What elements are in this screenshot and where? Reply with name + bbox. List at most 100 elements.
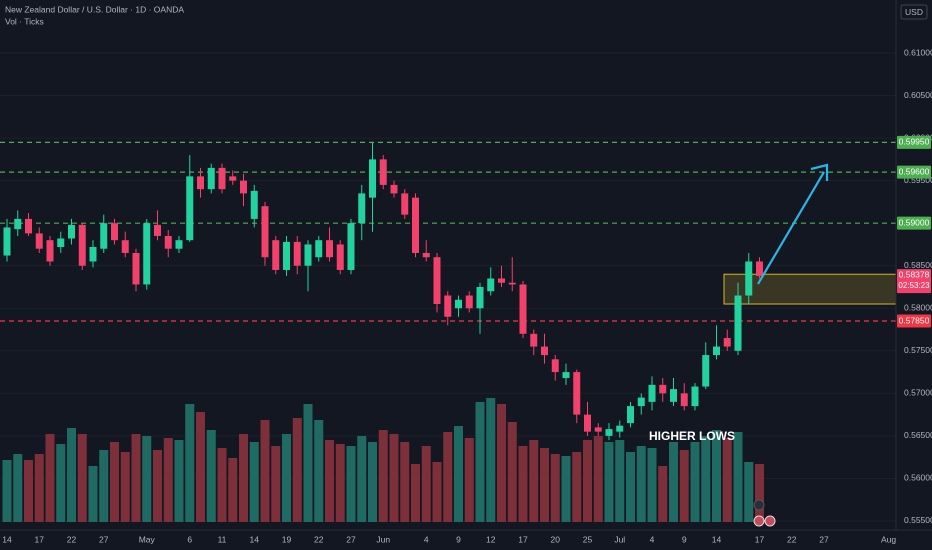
- trend-arrow: [757, 171, 825, 285]
- candle-body: [680, 393, 688, 407]
- candle-body: [422, 252, 430, 258]
- x-tick-label: 14: [2, 534, 12, 544]
- y-tick-label: 0.56000: [904, 473, 932, 483]
- volume-bar: [357, 436, 367, 522]
- candle-body: [702, 355, 710, 387]
- currency-box[interactable]: [900, 4, 928, 20]
- x-tick-label: Jul: [614, 534, 625, 544]
- candle-body: [207, 167, 215, 190]
- axes: 0.610000.605000.600000.595000.585000.580…: [2, 47, 932, 544]
- volume-bar: [583, 440, 592, 522]
- volume-bar: [712, 430, 721, 522]
- volume-bar: [454, 426, 463, 522]
- candle-body: [508, 282, 516, 285]
- volume-bar: [45, 434, 55, 522]
- x-tick-label: 27: [819, 534, 829, 544]
- volume-bar: [529, 440, 539, 522]
- y-tick-label: 0.55500: [904, 515, 932, 525]
- x-tick-label: 6: [187, 534, 192, 544]
- x-tick-label: 22: [67, 534, 77, 544]
- countdown-label: 02:53:23: [898, 281, 930, 290]
- volume-bar: [475, 402, 485, 522]
- candle-body: [326, 240, 333, 258]
- volume-bar: [13, 454, 23, 522]
- volume-bar: [658, 466, 668, 522]
- candle-body: [594, 427, 602, 432]
- x-tick-label: 20: [551, 534, 561, 544]
- x-tick-label: 27: [99, 534, 109, 544]
- volume-bar: [572, 452, 582, 522]
- current-price-label: 0.58378: [899, 269, 930, 279]
- volume-bar: [626, 452, 635, 522]
- candle-body: [35, 233, 43, 249]
- arrow-head: [810, 163, 829, 181]
- volume-bar: [497, 404, 506, 522]
- x-tick-label: 9: [456, 534, 461, 544]
- volume-bar: [679, 450, 689, 522]
- x-tick-label: 22: [314, 534, 324, 544]
- volume-bar: [56, 444, 66, 522]
- volume-bar: [518, 446, 528, 522]
- candle-body: [433, 257, 441, 305]
- x-tick-label: 14: [712, 534, 722, 544]
- candle-body: [659, 384, 667, 394]
- candle-body: [444, 295, 452, 317]
- candle-body: [304, 244, 312, 266]
- candle-body: [498, 278, 505, 283]
- volume-bar: [411, 464, 420, 522]
- volume-bar: [217, 448, 227, 522]
- x-tick-label: 25: [583, 534, 593, 544]
- currency[interactable]: USD: [905, 7, 923, 17]
- candle-body: [756, 261, 763, 276]
- candle-body: [691, 386, 699, 407]
- volume-bar: [325, 440, 334, 522]
- volume-bar: [604, 442, 614, 522]
- volume-bar: [335, 444, 345, 522]
- volume-bar: [669, 442, 678, 522]
- y-tick-label: 0.57000: [904, 388, 932, 398]
- candle-body: [487, 278, 495, 292]
- y-tick-label: 0.56500: [904, 430, 932, 440]
- level-label: 0.57850: [899, 315, 930, 325]
- volume-bar: [99, 450, 109, 522]
- candle-body: [390, 184, 398, 194]
- candle-body: [14, 218, 22, 230]
- candle-body: [358, 193, 366, 224]
- candle-body: [670, 389, 677, 402]
- candle-body: [455, 299, 462, 309]
- volume-bar: [67, 428, 76, 522]
- volume-bar: [400, 442, 410, 522]
- x-tick-label: 19: [282, 534, 292, 544]
- volume-bar: [701, 436, 711, 522]
- candle-body: [78, 224, 86, 266]
- volume-bar: [733, 432, 743, 522]
- y-tick-label: 0.61000: [904, 47, 932, 57]
- y-tick-label: 0.58500: [904, 260, 932, 270]
- x-tick-label: 27: [346, 534, 356, 544]
- volume-bar: [486, 398, 496, 522]
- volume-bar: [647, 448, 657, 522]
- volume-bar: [443, 432, 453, 522]
- volume-bar: [593, 436, 603, 522]
- volume-bar: [239, 434, 248, 522]
- candle-body: [240, 180, 247, 194]
- y-tick-label: 0.59500: [904, 175, 932, 185]
- volume-bar: [615, 440, 625, 522]
- candle-body: [637, 397, 645, 407]
- volume-bar: [196, 412, 205, 522]
- candle-body: [111, 223, 118, 241]
- volume-bar: [368, 442, 377, 522]
- x-tick-label: 17: [755, 534, 765, 544]
- event-icon: [753, 515, 765, 527]
- volume-bar: [131, 434, 141, 522]
- candle-body: [465, 295, 473, 309]
- candle-body: [713, 346, 720, 356]
- candle-body: [3, 227, 11, 256]
- candle-body: [401, 193, 409, 215]
- volume-bar: [88, 466, 98, 522]
- annotation-text: HIGHER LOWS: [649, 429, 735, 443]
- volume-bar: [163, 438, 173, 522]
- candle-body: [379, 159, 387, 185]
- candle-body: [530, 333, 538, 347]
- volume-bar: [34, 454, 44, 522]
